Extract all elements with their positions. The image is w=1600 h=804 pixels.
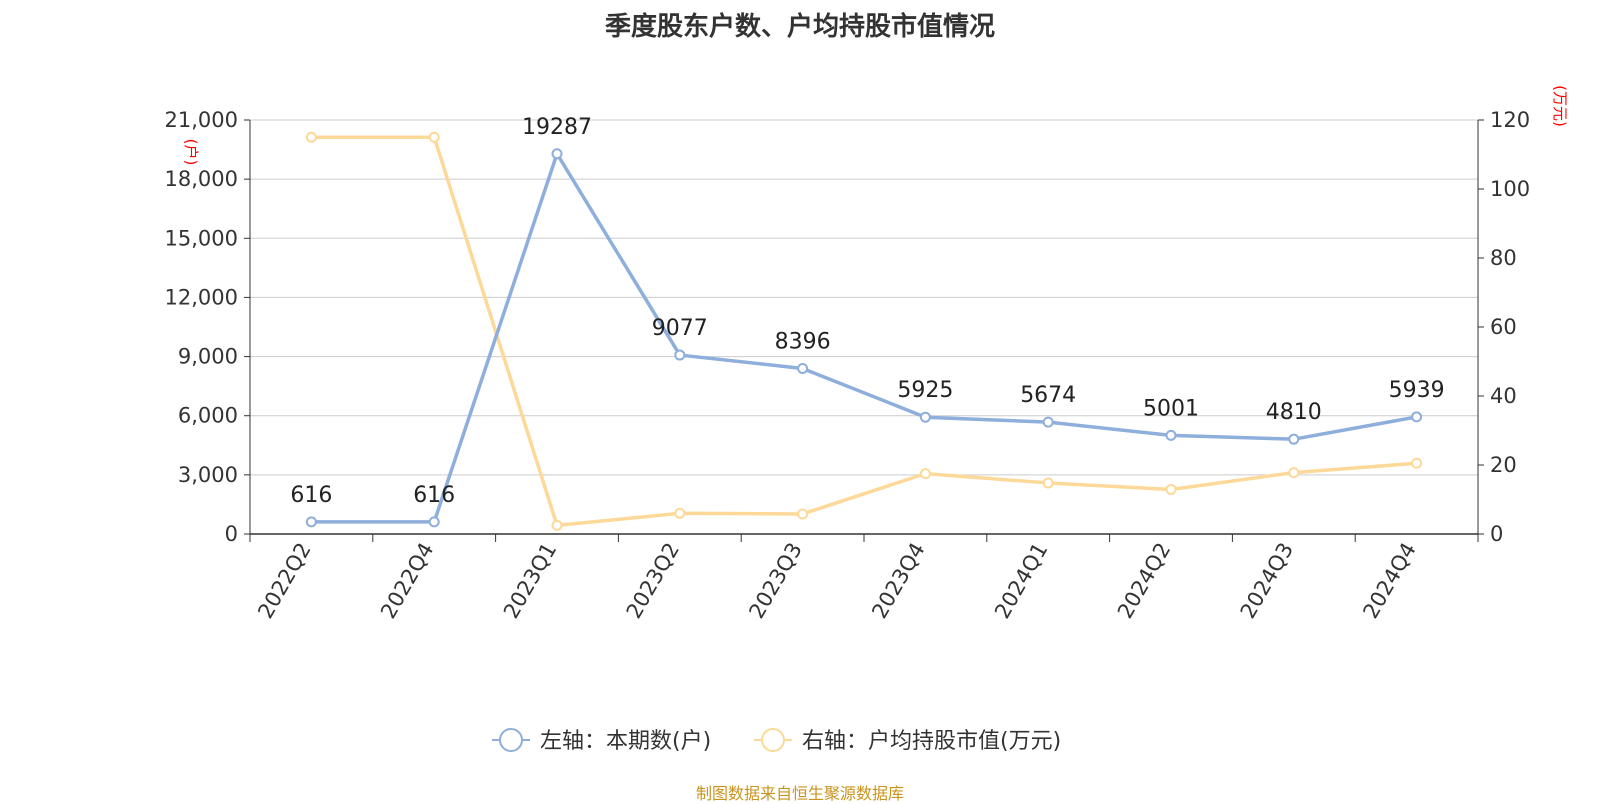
data-label: 8396 bbox=[775, 329, 831, 354]
data-point-avg-holding-value bbox=[1411, 457, 1423, 469]
x-axis-category-label: 2023Q3 bbox=[744, 539, 806, 623]
gridlines bbox=[250, 119, 1478, 476]
left-axis-tick-label: 0 bbox=[225, 522, 238, 546]
data-point-shareholders bbox=[919, 411, 931, 423]
legend-marker-left bbox=[499, 728, 523, 752]
data-point-avg-holding-value bbox=[551, 519, 563, 531]
left-axis-tick-label: 12,000 bbox=[165, 285, 238, 309]
data-point-shareholders bbox=[1288, 433, 1300, 445]
x-axis-category-label: 2023Q2 bbox=[622, 539, 684, 623]
data-label: 4810 bbox=[1266, 400, 1322, 425]
data-label: 616 bbox=[290, 483, 332, 508]
left-axis-tick-label: 9,000 bbox=[178, 345, 238, 369]
left-axis-tick-label: 18,000 bbox=[165, 167, 238, 191]
chart-title: 季度股东户数、户均持股市值情况 bbox=[604, 12, 995, 42]
x-axis-category-label: 2024Q2 bbox=[1113, 539, 1175, 623]
data-label: 616 bbox=[413, 483, 455, 508]
data-point-shareholders bbox=[674, 349, 686, 361]
data-point-avg-holding-value bbox=[305, 131, 317, 143]
data-point-shareholders bbox=[1165, 429, 1177, 441]
x-axis-category-label: 2023Q1 bbox=[499, 539, 561, 623]
data-point-avg-holding-value bbox=[1042, 477, 1054, 489]
right-axis-tick-label: 0 bbox=[1490, 522, 1503, 546]
right-axis-tick-label: 20 bbox=[1490, 453, 1517, 477]
x-axis-category-label: 2023Q4 bbox=[867, 539, 929, 623]
right-axis-tick-label: 120 bbox=[1490, 108, 1530, 132]
right-axis-tick-label: 40 bbox=[1490, 384, 1517, 408]
x-axis-category-label: 2022Q4 bbox=[376, 539, 438, 623]
data-label: 5939 bbox=[1389, 378, 1445, 403]
legend-item-left-series[interactable]: 左轴：本期数(户) bbox=[492, 728, 711, 754]
data-point-shareholders bbox=[1042, 416, 1054, 428]
series-lines bbox=[305, 131, 1423, 531]
series-line-shareholders bbox=[311, 152, 1417, 524]
x-axis-category-label: 2022Q2 bbox=[253, 539, 315, 623]
series-line-avg-holding-value bbox=[311, 135, 1417, 528]
data-point-avg-holding-value bbox=[1165, 483, 1177, 495]
source-note: 制图数据来自恒生聚源数据库 bbox=[695, 784, 904, 803]
data-point-avg-holding-value bbox=[797, 508, 809, 520]
data-label: 5925 bbox=[897, 378, 953, 403]
data-label: 19287 bbox=[522, 115, 592, 140]
data-point-avg-holding-value bbox=[428, 131, 440, 143]
legend-label-right: 右轴：户均持股市值(万元) bbox=[802, 729, 1061, 754]
data-point-shareholders bbox=[551, 148, 563, 160]
data-labels: 616 616 19287 9077 8396 5925 5674 5001 4810 5939 bbox=[290, 115, 1444, 508]
legend: 左轴：本期数(户) 右轴：户均持股市值(万元) bbox=[492, 728, 1061, 754]
right-axis-tick-label: 100 bbox=[1490, 177, 1530, 201]
left-axis-tick-label: 15,000 bbox=[165, 226, 238, 250]
left-axis-tick-label: 21,000 bbox=[165, 108, 238, 132]
axes: 0 3,000 6,000 9,000 12,000 15,000 18,000 21,000… bbox=[165, 108, 1531, 623]
left-axis-tick-label: 6,000 bbox=[178, 404, 238, 428]
legend-label-left: 左轴：本期数(户) bbox=[540, 729, 711, 754]
right-axis-tick-label: 60 bbox=[1490, 315, 1517, 339]
right-axis-tick-label: 80 bbox=[1490, 246, 1517, 270]
data-point-shareholders bbox=[1411, 411, 1423, 423]
x-axis-category-label: 2024Q4 bbox=[1358, 539, 1420, 623]
right-axis-unit: (万元) bbox=[1551, 85, 1569, 127]
data-label: 5001 bbox=[1143, 396, 1199, 421]
left-axis-tick-label: 3,000 bbox=[178, 463, 238, 487]
data-point-shareholders bbox=[305, 516, 317, 528]
x-axis-category-label: 2024Q3 bbox=[1236, 539, 1298, 623]
data-point-shareholders bbox=[797, 362, 809, 374]
data-label: 9077 bbox=[652, 316, 708, 341]
data-label: 5674 bbox=[1020, 383, 1076, 408]
data-point-shareholders bbox=[428, 516, 440, 528]
data-point-avg-holding-value bbox=[674, 507, 686, 519]
legend-item-right-series[interactable]: 右轴：户均持股市值(万元) bbox=[754, 728, 1061, 754]
legend-marker-right bbox=[761, 728, 785, 752]
left-axis-unit: (户) bbox=[182, 139, 200, 166]
data-point-avg-holding-value bbox=[919, 468, 931, 480]
data-point-avg-holding-value bbox=[1288, 467, 1300, 479]
x-axis-category-label: 2024Q1 bbox=[990, 539, 1052, 623]
